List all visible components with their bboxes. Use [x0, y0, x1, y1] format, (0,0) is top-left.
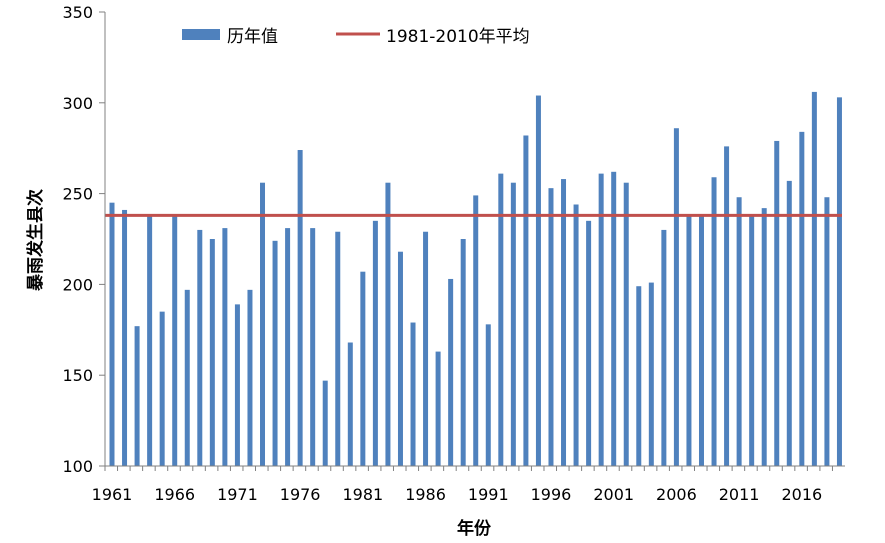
- y-tick-label: 100: [62, 457, 93, 476]
- bar-2004: [648, 282, 654, 466]
- bar-1961: [109, 202, 115, 466]
- bar-2008: [698, 215, 704, 466]
- bar-1976: [297, 150, 303, 467]
- x-tick-label: 2006: [656, 485, 697, 504]
- bar-2013: [761, 208, 767, 467]
- legend-swatch-bars: [182, 29, 220, 40]
- bar-1982: [372, 220, 378, 466]
- bar-1963: [134, 326, 140, 466]
- x-tick-label: 2011: [719, 485, 760, 504]
- x-axis-ticks: 1961 1966 1971 1976 1981 1986 1991 1996 2001 2006…: [92, 466, 833, 504]
- bar-1974: [272, 240, 278, 466]
- legend-label-average: 1981-2010年平均: [386, 27, 530, 47]
- y-tick-label: 250: [62, 185, 93, 204]
- x-tick-label: 2001: [593, 485, 634, 504]
- bar-2010: [724, 146, 730, 466]
- x-tick-label: 1976: [280, 485, 321, 504]
- bar-1967: [184, 289, 190, 466]
- y-tick-label: 150: [62, 366, 93, 385]
- bar-2019: [836, 97, 842, 467]
- x-tick-label: 2016: [781, 485, 822, 504]
- bar-1978: [322, 380, 328, 466]
- bar-1971: [234, 304, 240, 466]
- bar-2000: [598, 173, 604, 466]
- x-tick-label: 1966: [154, 485, 195, 504]
- bar-2011: [736, 197, 742, 466]
- bar-1966: [172, 215, 178, 466]
- y-tick-label: 350: [62, 3, 93, 22]
- bar-1993: [510, 182, 516, 467]
- y-tick-label: 300: [62, 94, 93, 113]
- bar-2012: [749, 215, 755, 466]
- bar-1992: [498, 173, 504, 466]
- bar-1983: [385, 182, 391, 467]
- bar-1975: [285, 228, 291, 466]
- x-tick-label: 1971: [217, 485, 258, 504]
- bar-1999: [586, 220, 592, 466]
- legend: 历年值 1981-2010年平均: [182, 27, 530, 47]
- bar-2016: [799, 131, 805, 466]
- bar-2005: [661, 229, 667, 466]
- bar-1986: [423, 231, 429, 466]
- bar-1970: [222, 228, 228, 466]
- bar-1985: [410, 322, 416, 466]
- y-tick-label: 200: [62, 275, 93, 294]
- bar-2003: [636, 286, 642, 466]
- bar-2002: [623, 182, 629, 467]
- bar-1968: [197, 229, 203, 466]
- bar-2017: [811, 91, 817, 467]
- axes: [104, 12, 845, 467]
- x-tick-label: 1996: [531, 485, 572, 504]
- bar-1990: [473, 195, 479, 466]
- bar-1977: [310, 228, 316, 466]
- bar-1972: [247, 289, 253, 466]
- bar-1979: [335, 231, 341, 466]
- bar-1998: [573, 204, 579, 466]
- bar-1984: [397, 251, 403, 466]
- bar-1987: [435, 351, 441, 466]
- y-axis-ticks: 100 150 200 250 300 350: [62, 3, 105, 476]
- y-axis-title: 暴雨发生县次: [25, 189, 46, 292]
- x-tick-label: 1991: [468, 485, 509, 504]
- legend-label-bars: 历年值: [227, 27, 278, 47]
- bar-2006: [673, 128, 679, 466]
- bar-1994: [523, 135, 529, 466]
- bar-1965: [159, 311, 165, 466]
- bar-1962: [122, 209, 128, 466]
- x-tick-label: 1961: [92, 485, 133, 504]
- bar-2014: [774, 140, 780, 466]
- bar-1980: [347, 342, 353, 466]
- bar-2018: [824, 197, 830, 466]
- bar-1964: [147, 215, 153, 466]
- bar-1989: [460, 239, 466, 466]
- x-axis-title: 年份: [457, 518, 492, 539]
- bar-1988: [448, 278, 454, 466]
- bar-2007: [686, 215, 692, 466]
- x-tick-label: 1981: [342, 485, 383, 504]
- bar-1997: [561, 179, 567, 466]
- bar-2001: [611, 171, 617, 467]
- bar-2015: [786, 180, 792, 466]
- bar-1981: [360, 271, 366, 466]
- bar-1969: [209, 239, 215, 466]
- bar-1973: [260, 182, 266, 467]
- bar-1996: [548, 188, 554, 467]
- bars: [109, 91, 842, 467]
- bar-1995: [535, 95, 541, 466]
- bar-1991: [485, 324, 491, 466]
- x-tick-label: 1986: [405, 485, 446, 504]
- bar-2009: [711, 177, 717, 467]
